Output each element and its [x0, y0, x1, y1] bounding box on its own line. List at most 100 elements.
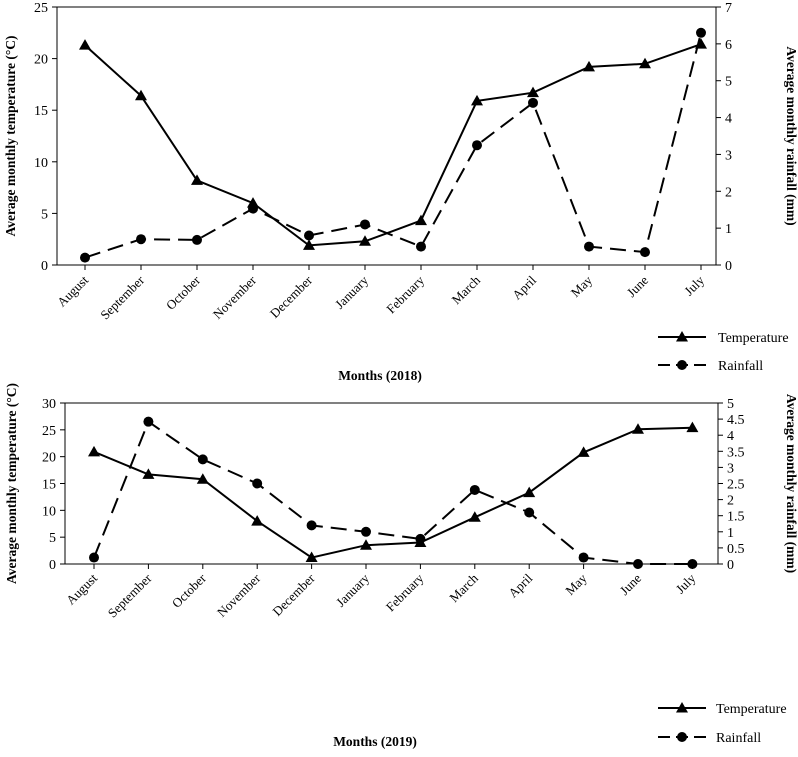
y2-tick-label: 3 [727, 461, 734, 476]
y-tick-label: 5 [49, 531, 56, 546]
temperature-point [523, 486, 536, 498]
legend-label-rainfall: Rainfall [718, 359, 763, 374]
y2-tick-label: 0.5 [727, 542, 745, 557]
y2-tick-label: 3 [725, 148, 732, 163]
x-tick-label: July [673, 570, 699, 596]
rainfall-point [136, 234, 146, 245]
plot-frame [56, 6, 717, 266]
x-tick-label: November [214, 570, 264, 620]
rainfall-point [472, 140, 482, 151]
rainfall-point [248, 203, 258, 214]
temperature-point [471, 94, 483, 106]
temperature-point [142, 468, 155, 479]
legend-marker-triangle [676, 331, 688, 342]
x-tick-label: April [509, 272, 539, 302]
rainfall-point [416, 241, 426, 252]
legend-label-rainfall: Rainfall [716, 731, 761, 746]
y-tick-label: 20 [34, 53, 48, 68]
rainfall-point [687, 559, 698, 569]
temperature-point [632, 423, 644, 434]
chart-1: 0 5 10 15 20 25 0 1 2 3 4 5 6 7 August September October… [3, 1, 798, 383]
rainfall-point [415, 533, 426, 544]
rainfall-point [524, 507, 535, 518]
rainfall-point [197, 454, 208, 465]
y2-tick-label: 5 [725, 75, 732, 90]
temperature-point [639, 57, 651, 69]
x-tick-label: May [568, 272, 596, 300]
x-tick-label: October [169, 570, 210, 611]
rainfall-series-line [93, 420, 693, 565]
x-tick-label: December [269, 570, 318, 619]
temperature-point [79, 39, 91, 50]
y-tick-label: 0 [49, 558, 56, 573]
temperature-point [303, 239, 315, 250]
rainfall-point [584, 241, 594, 252]
x-tick-label: June [617, 570, 645, 598]
y2-tick-label: 2 [725, 185, 732, 200]
rainfall-point [306, 520, 317, 531]
y2-tick-label: 2 [727, 494, 734, 509]
y2-tick-label: 4.5 [727, 413, 745, 428]
y-tick-label: 10 [42, 504, 56, 519]
temperature-point [191, 174, 203, 185]
temperature-series-line [93, 426, 693, 559]
rainfall-point [469, 484, 480, 495]
y-tick-label: 15 [34, 104, 48, 119]
rainfall-point [696, 27, 706, 38]
rainfall-point [361, 526, 371, 537]
temperature-series-line [84, 43, 702, 247]
y2-tick-label: 5 [727, 397, 734, 412]
legend-label-temperature: Temperature [718, 331, 789, 346]
temperature-point [135, 89, 147, 101]
y-tick-label: 25 [34, 1, 48, 16]
rainfall-point [80, 252, 90, 263]
y2-tick-label: 0 [727, 558, 734, 573]
x-tick-label: September [105, 570, 155, 620]
rainfall-point [304, 230, 314, 241]
temperature-point [686, 421, 699, 433]
y-axis-title: Average monthly temperature (°C) [4, 383, 19, 584]
rainfall-point [143, 416, 154, 427]
x-tick-label: June [624, 272, 652, 300]
x-tick-label: August [54, 272, 91, 309]
rainfall-point [252, 478, 263, 489]
x-tick-label: December [267, 272, 316, 321]
y-tick-label: 10 [34, 156, 48, 171]
y2-tick-label: 1 [725, 222, 732, 237]
y2-tick-label: 2.5 [727, 478, 745, 493]
x-tick-label: July [681, 272, 707, 298]
rainfall-point [578, 552, 589, 563]
temperature-point [359, 235, 371, 246]
x-tick-label: March [449, 272, 484, 307]
temperature-point [251, 515, 264, 526]
y2-tick-label: 0 [725, 259, 732, 274]
rainfall-point [640, 247, 650, 258]
x-tick-label: October [163, 272, 204, 313]
rainfall-point [192, 234, 202, 245]
temperature-point [577, 446, 590, 457]
x-tick-label: November [210, 272, 260, 322]
rainfall-series-line [84, 32, 702, 259]
y-tick-label: 30 [42, 397, 56, 412]
temperature-point [196, 473, 209, 484]
temperature-point [468, 511, 481, 522]
legend-marker-circle [677, 360, 687, 370]
temperature-point [415, 214, 427, 226]
y2-tick-label: 1.5 [727, 510, 745, 525]
legend-label-temperature: Temperature [716, 702, 787, 717]
temperature-point [583, 60, 595, 72]
x-tick-label: February [383, 570, 427, 614]
rainfall-point [528, 97, 538, 108]
x-tick-label: January [333, 570, 373, 610]
x-tick-label: January [332, 272, 372, 312]
y2-axis-title: Average monthly rainfall (mm) [784, 46, 798, 225]
rainfall-point [360, 219, 370, 230]
legend-marker-triangle [676, 702, 688, 713]
x-tick-label: August [63, 570, 100, 607]
x-tick-label: May [562, 570, 590, 598]
temperature-point [360, 539, 372, 550]
y-tick-label: 20 [42, 451, 56, 466]
temperature-point [88, 445, 100, 457]
